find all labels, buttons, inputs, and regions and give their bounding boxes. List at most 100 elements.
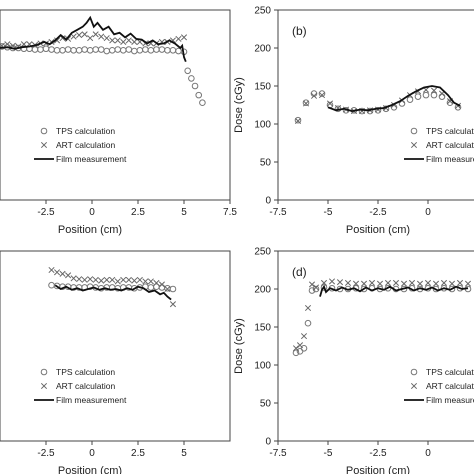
y-tick-label: 250 [254,247,271,258]
art-point [131,38,138,45]
data-layer [292,278,472,357]
art-point [136,276,143,283]
legend-x-icon [410,141,418,149]
tps-point [169,285,177,293]
x-tick-label: -2.5 [369,207,387,218]
tps-point [75,46,83,54]
tps-point [195,91,203,99]
art-point [326,100,334,107]
art-point [175,35,182,42]
tps-point [119,46,127,54]
legend-label: ART calculation [426,381,474,391]
art-point [164,285,171,293]
tps-point [446,99,454,107]
art-point [114,37,121,44]
art-point [103,35,110,42]
y-tick-label: 100 [254,361,271,372]
tps-point [292,349,300,357]
tps-point [422,91,430,99]
art-point [48,266,55,274]
tps-point [374,107,382,114]
y-tick-label: 150 [254,323,271,334]
x-tick-label: 2.5 [131,207,145,218]
y-tick-label: 150 [254,82,271,93]
tps-point [97,46,105,53]
y-tick-label: 200 [254,44,271,55]
panel-label: (d) [292,265,307,279]
legend-x-icon [40,141,48,149]
art-point [336,279,344,286]
tps-point [136,46,144,54]
plot-frame [277,250,474,442]
tps-point [358,107,366,115]
art-point [430,87,438,94]
art-point [352,280,360,287]
plot-frame [0,250,231,442]
art-point [76,276,83,283]
x-tick-label: -7.5 [269,448,287,459]
tps-point [108,46,116,54]
art-point [376,280,384,287]
legend-item: Film measurement [34,154,127,164]
legend-item: TPS calculation [410,126,474,136]
legend-item: Film measurement [404,395,474,405]
tps-point [64,46,72,53]
art-point [53,269,61,276]
chart-panel-d: -7.5 -5 -2.5 0 Position (cm) 0 50 100 150 200 250 D… [233,247,474,474]
y-tick-label: 200 [254,285,271,296]
tps-point [406,96,414,103]
tps-point [164,284,171,292]
y-axis-label: Dose (cGy) [233,77,245,133]
art-point [120,276,127,283]
tps-point [48,46,55,53]
legend-item: Film measurement [34,395,127,405]
art-point [59,270,66,277]
tps-point [158,46,166,53]
legend-label: Film measurement [426,395,474,405]
x-tick-label: 2.5 [131,448,145,459]
legend-label: ART calculation [56,381,115,391]
art-point [70,275,77,282]
art-point [456,279,464,286]
tps-point [430,91,438,99]
tps-point [300,344,308,352]
art-point [158,281,165,288]
legend-label: TPS calculation [426,367,474,377]
x-tick-label: 7.5 [223,207,237,218]
tps-point [81,46,88,53]
tps-point [42,45,50,53]
art-point [180,34,188,41]
art-point [53,37,61,44]
art-point [87,35,94,42]
tps-point [125,46,133,53]
plot-frame [0,9,231,201]
series-line [54,284,172,301]
tps-point [147,46,155,54]
tps-point [48,281,55,289]
art-point [292,345,300,352]
x-tick-label: -2.5 [37,448,55,459]
x-tick-label: 0 [89,207,95,218]
y-tick-label: 100 [254,120,271,131]
art-point [131,277,138,284]
series-circle [294,90,462,124]
art-point [142,278,149,285]
art-point [368,279,376,286]
y-tick-label: 0 [265,196,271,207]
art-point [304,304,312,312]
tps-point [114,46,122,53]
tps-point [199,99,206,107]
art-point [125,276,132,283]
series-circle [0,43,206,107]
art-point [120,38,127,45]
art-point [440,279,448,286]
art-point [312,284,320,291]
tps-point [164,46,171,54]
y-tick-label: 50 [260,158,272,169]
legend-label: ART calculation [56,140,115,150]
art-point [109,37,116,44]
tps-point [70,46,77,54]
art-point [294,117,302,125]
art-point [125,37,132,44]
